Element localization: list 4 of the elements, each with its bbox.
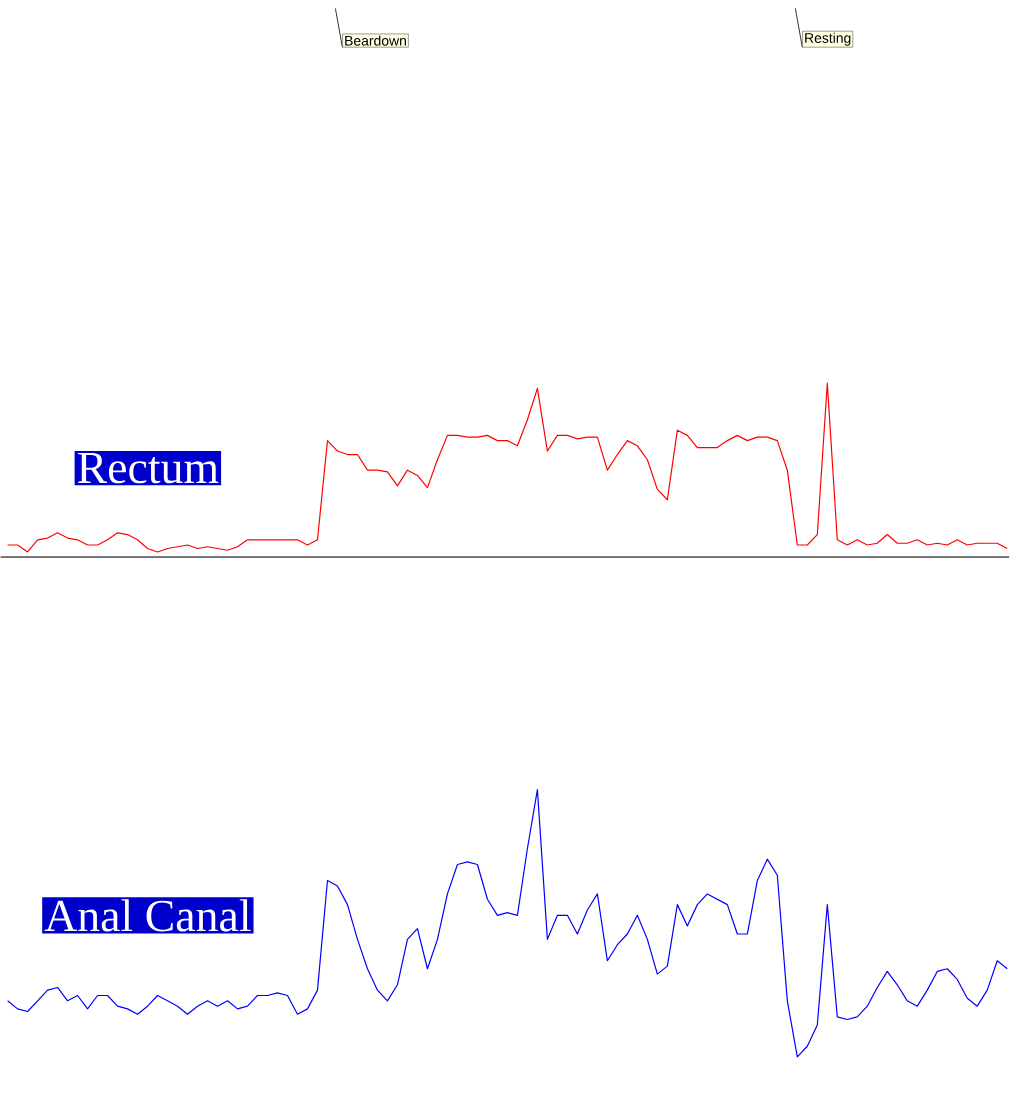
text: Beardown [345,35,407,46]
text: Rectum [78,452,219,484]
text: Anal Canal [44,899,251,932]
text: Resting [805,32,851,46]
